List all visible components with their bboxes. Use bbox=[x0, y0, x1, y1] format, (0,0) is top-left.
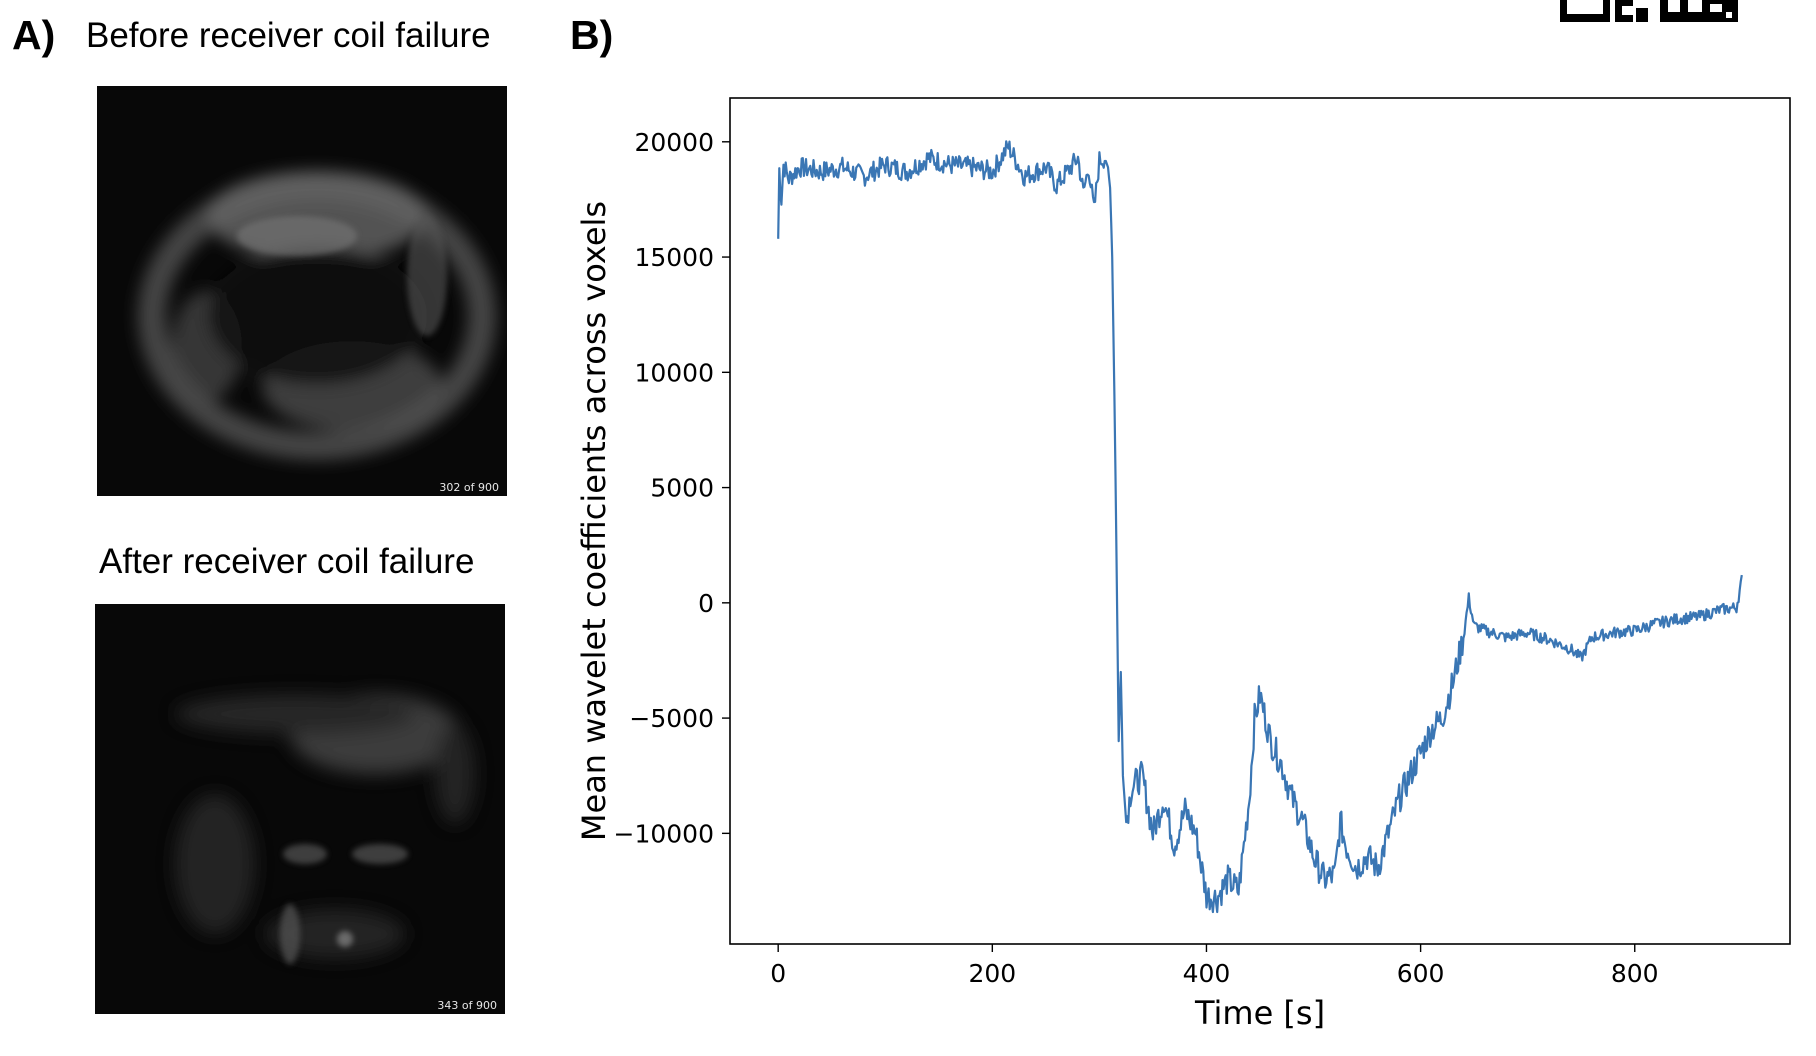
qr-code-fragment-icon bbox=[1560, 0, 1738, 22]
frame-counter-before: 302 of 900 bbox=[439, 481, 499, 494]
before-failure-title: Before receiver coil failure bbox=[86, 16, 491, 55]
mri-slice-before bbox=[138, 171, 496, 460]
x-axis-label: Time [s] bbox=[1194, 994, 1325, 1032]
y-tick-label: 15000 bbox=[634, 243, 714, 272]
mri-image-after: 343 of 900 bbox=[95, 604, 505, 1014]
plot-frame bbox=[729, 97, 1791, 945]
y-tick-label: −10000 bbox=[614, 819, 714, 848]
y-tick-label: −5000 bbox=[629, 704, 714, 733]
x-tick-label: 600 bbox=[1397, 959, 1445, 988]
x-tick-label: 200 bbox=[968, 959, 1016, 988]
x-tick-label: 800 bbox=[1611, 959, 1659, 988]
y-axis-label: Mean wavelet coefficients across voxels bbox=[575, 201, 613, 841]
y-tick-label: 20000 bbox=[634, 128, 714, 157]
series-line bbox=[777, 140, 1743, 914]
y-tick-label: 0 bbox=[698, 589, 714, 618]
panel-b-label: B) bbox=[570, 12, 614, 58]
x-tick-label: 400 bbox=[1183, 959, 1231, 988]
x-tick-label: 0 bbox=[770, 959, 786, 988]
y-tick-label: 10000 bbox=[634, 358, 714, 387]
mri-slice-after bbox=[175, 694, 475, 964]
after-failure-title: After receiver coil failure bbox=[99, 542, 475, 581]
y-tick-label: 5000 bbox=[650, 474, 714, 503]
line-chart: 0 200 400 600 800 20000 15000 10000 5000 0 −5000 −1… bbox=[575, 97, 1791, 1032]
panel-a-label: A) bbox=[12, 12, 56, 58]
frame-counter-after: 343 of 900 bbox=[437, 999, 497, 1012]
mri-image-before: 302 of 900 bbox=[97, 86, 507, 496]
